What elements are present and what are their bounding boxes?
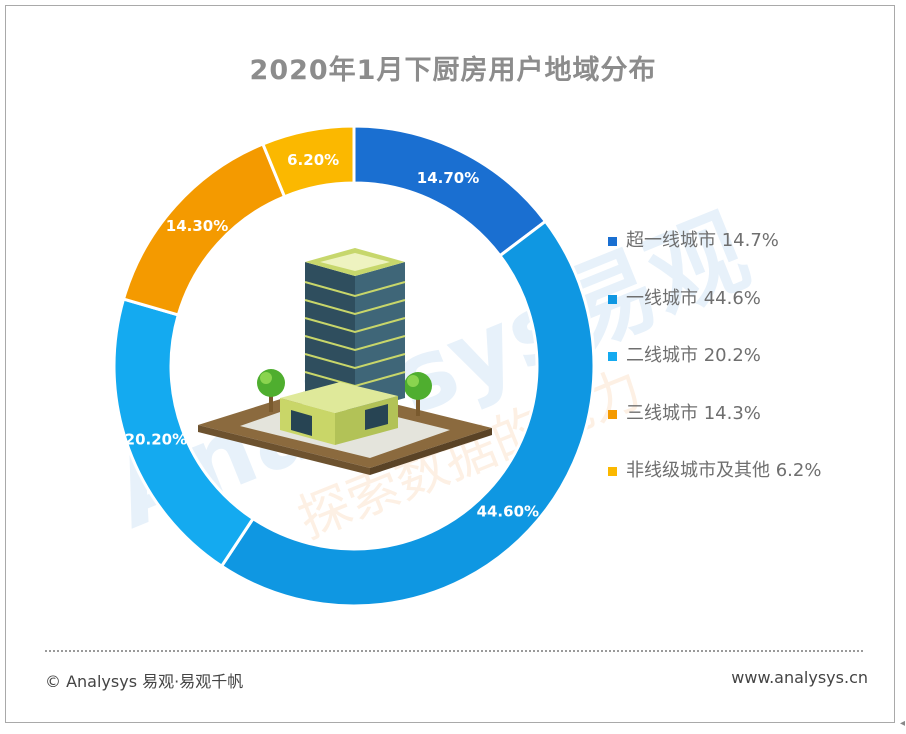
legend-label: 一线城市 44.6% bbox=[626, 287, 761, 309]
legend-swatch bbox=[608, 294, 617, 304]
footer-website[interactable]: www.analysys.cn bbox=[731, 668, 868, 687]
legend-swatch bbox=[608, 409, 617, 419]
footer-copyright: © Analysys 易观·易观千帆 bbox=[45, 672, 244, 691]
donut-slices bbox=[112, 124, 596, 608]
donut-slice-tier1 bbox=[219, 219, 596, 608]
slice-labels: 14.70% 44.60% 20.20% 14.30% 6.20% bbox=[125, 151, 539, 520]
legend-label: 二线城市 20.2% bbox=[626, 345, 761, 366]
legend-label: 超一线城市 14.7% bbox=[626, 230, 779, 251]
slice-label-other: 6.20% bbox=[287, 151, 339, 169]
legend-label: 非线级城市及其他 6.2% bbox=[626, 460, 822, 481]
office-building-icon bbox=[198, 248, 492, 475]
slice-label-super-tier1: 14.70% bbox=[417, 169, 479, 187]
footer-divider bbox=[45, 650, 863, 652]
slice-label-tier2: 20.20% bbox=[125, 431, 187, 449]
chart-title: 2020年1月下厨房用户地域分布 bbox=[249, 55, 657, 86]
slice-label-tier1: 44.60% bbox=[477, 502, 539, 520]
donut-slice-other bbox=[260, 124, 356, 199]
legend-swatch bbox=[608, 467, 617, 476]
corner-mark: ◂ bbox=[899, 718, 905, 729]
legend-swatch bbox=[608, 352, 617, 361]
donut-slice-super-tier1 bbox=[352, 124, 548, 258]
legend-label: 三线城市 14.3% bbox=[626, 402, 761, 424]
legend-swatch bbox=[608, 237, 617, 246]
slice-label-tier3: 14.30% bbox=[166, 217, 228, 235]
